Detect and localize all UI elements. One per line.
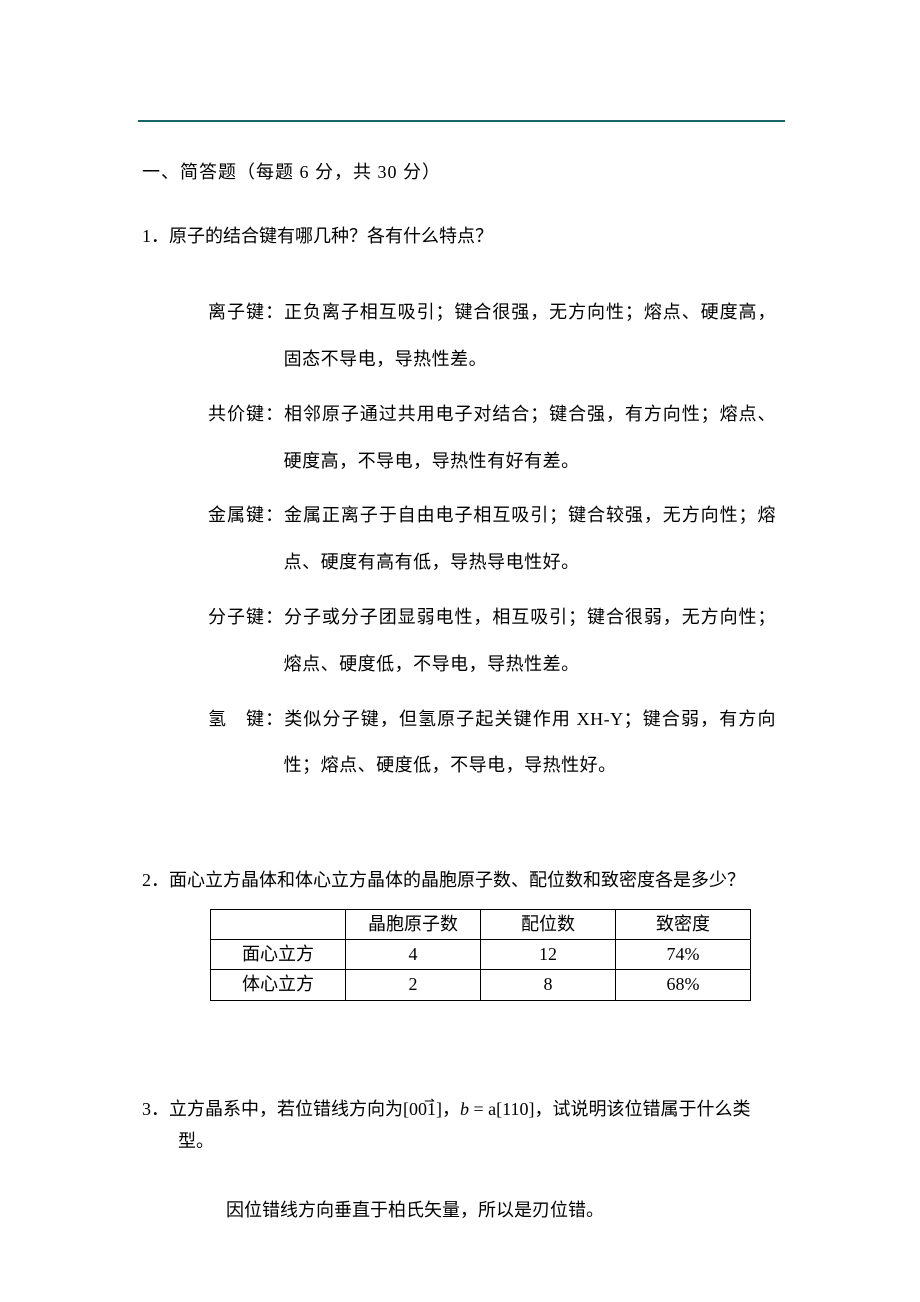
question-1-answers: 离子键：正负离子相互吸引；键合很强，无方向性；熔点、硬度高，固态不导电，导热性差…: [208, 289, 776, 789]
answer-text: 分子或分子团显弱电性，相互吸引；键合很弱，无方向性；熔点、硬度低，不导电，导热性…: [284, 607, 776, 674]
answer-entry: 分子键：分子或分子团显弱电性，相互吸引；键合很弱，无方向性；熔点、硬度低，不导电…: [208, 594, 776, 688]
table-header-row: 晶胞原子数配位数致密度: [211, 910, 751, 940]
answer-entry: 共价键：相邻原子通过共用电子对结合；键合强，有方向性；熔点、硬度高，不导电，导热…: [208, 391, 776, 485]
table-row: 体心立方2868%: [211, 970, 751, 1000]
answer-label: 离子键：: [208, 289, 284, 336]
question-2-title: 2．面心立方晶体和体心立方晶体的晶胞原子数、配位数和致密度各是多少？: [142, 867, 780, 893]
table-cell: 74%: [616, 940, 751, 970]
table-cell: 2: [346, 970, 481, 1000]
table-cell: 4: [346, 940, 481, 970]
answer-entry: 金属键：金属正离子于自由电子相互吸引；键合较强，无方向性；熔点、硬度有高有低，导…: [208, 492, 776, 586]
content-area: 一、简答题（每题 6 分，共 30 分） 1．原子的结合键有哪几种？各有什么特点…: [142, 159, 780, 1223]
answer-text: 金属正离子于自由电子相互吸引；键合较强，无方向性；熔点、硬度有高有低，导热导电性…: [284, 505, 776, 572]
answer-label: 氢 键：: [208, 696, 284, 743]
question-1-title: 1．原子的结合键有哪几种？各有什么特点？: [142, 223, 780, 249]
table-header-cell: 致密度: [616, 910, 751, 940]
q3-text-pre: 3．立方晶系中，若位错线方向为[001]，: [142, 1099, 460, 1119]
formula-eq: = a: [469, 1099, 496, 1119]
answer-entry: 离子键：正负离子相互吸引；键合很强，无方向性；熔点、硬度高，固态不导电，导热性差…: [208, 289, 776, 383]
top-horizontal-rule: [138, 120, 785, 122]
table-cell: 体心立方: [211, 970, 346, 1000]
table-cell: 8: [481, 970, 616, 1000]
section-title: 一、简答题（每题 6 分，共 30 分）: [142, 159, 780, 185]
table-cell: 68%: [616, 970, 751, 1000]
formula-var: b: [460, 1099, 469, 1119]
question-3-block: 3．立方晶系中，若位错线方向为[001]，⇀b = a[110]，试说明该位错属…: [142, 1093, 780, 1224]
answer-text: 相邻原子通过共用电子对结合；键合强，有方向性；熔点、硬度高，不导电，导热性有好有…: [284, 404, 776, 471]
answer-text: 类似分子键，但氢原子起关键作用 XH-Y；键合弱，有方向性；熔点、硬度低，不导电…: [284, 709, 776, 776]
table-row: 面心立方41274%: [211, 940, 751, 970]
table-cell: 面心立方: [211, 940, 346, 970]
answer-text: 正负离子相互吸引；键合很强，无方向性；熔点、硬度高，固态不导电，导热性差。: [284, 302, 776, 369]
table-header-cell: 配位数: [481, 910, 616, 940]
answer-label: 分子键：: [208, 594, 284, 641]
table-header-cell: [211, 910, 346, 940]
answer-label: 共价键：: [208, 391, 284, 438]
question-2-block: 2．面心立方晶体和体心立方晶体的晶胞原子数、配位数和致密度各是多少？ 晶胞原子数…: [142, 867, 780, 1000]
answer-entry: 氢 键：类似分子键，但氢原子起关键作用 XH-Y；键合弱，有方向性；熔点、硬度低…: [208, 696, 776, 790]
answer-label: 金属键：: [208, 492, 284, 539]
table-header-cell: 晶胞原子数: [346, 910, 481, 940]
burgers-vector-symbol: ⇀b: [460, 1099, 469, 1119]
page: 一、简答题（每题 6 分，共 30 分） 1．原子的结合键有哪几种？各有什么特点…: [0, 0, 920, 1302]
crystal-table: 晶胞原子数配位数致密度面心立方41274%体心立方2868%: [210, 909, 751, 1000]
formula-miller: [110]: [496, 1099, 534, 1119]
question-3-answer: 因位错线方向垂直于柏氏矢量，所以是刃位错。: [226, 1197, 780, 1223]
table-cell: 12: [481, 940, 616, 970]
question-3-title: 3．立方晶系中，若位错线方向为[001]，⇀b = a[110]，试说明该位错属…: [142, 1093, 780, 1158]
